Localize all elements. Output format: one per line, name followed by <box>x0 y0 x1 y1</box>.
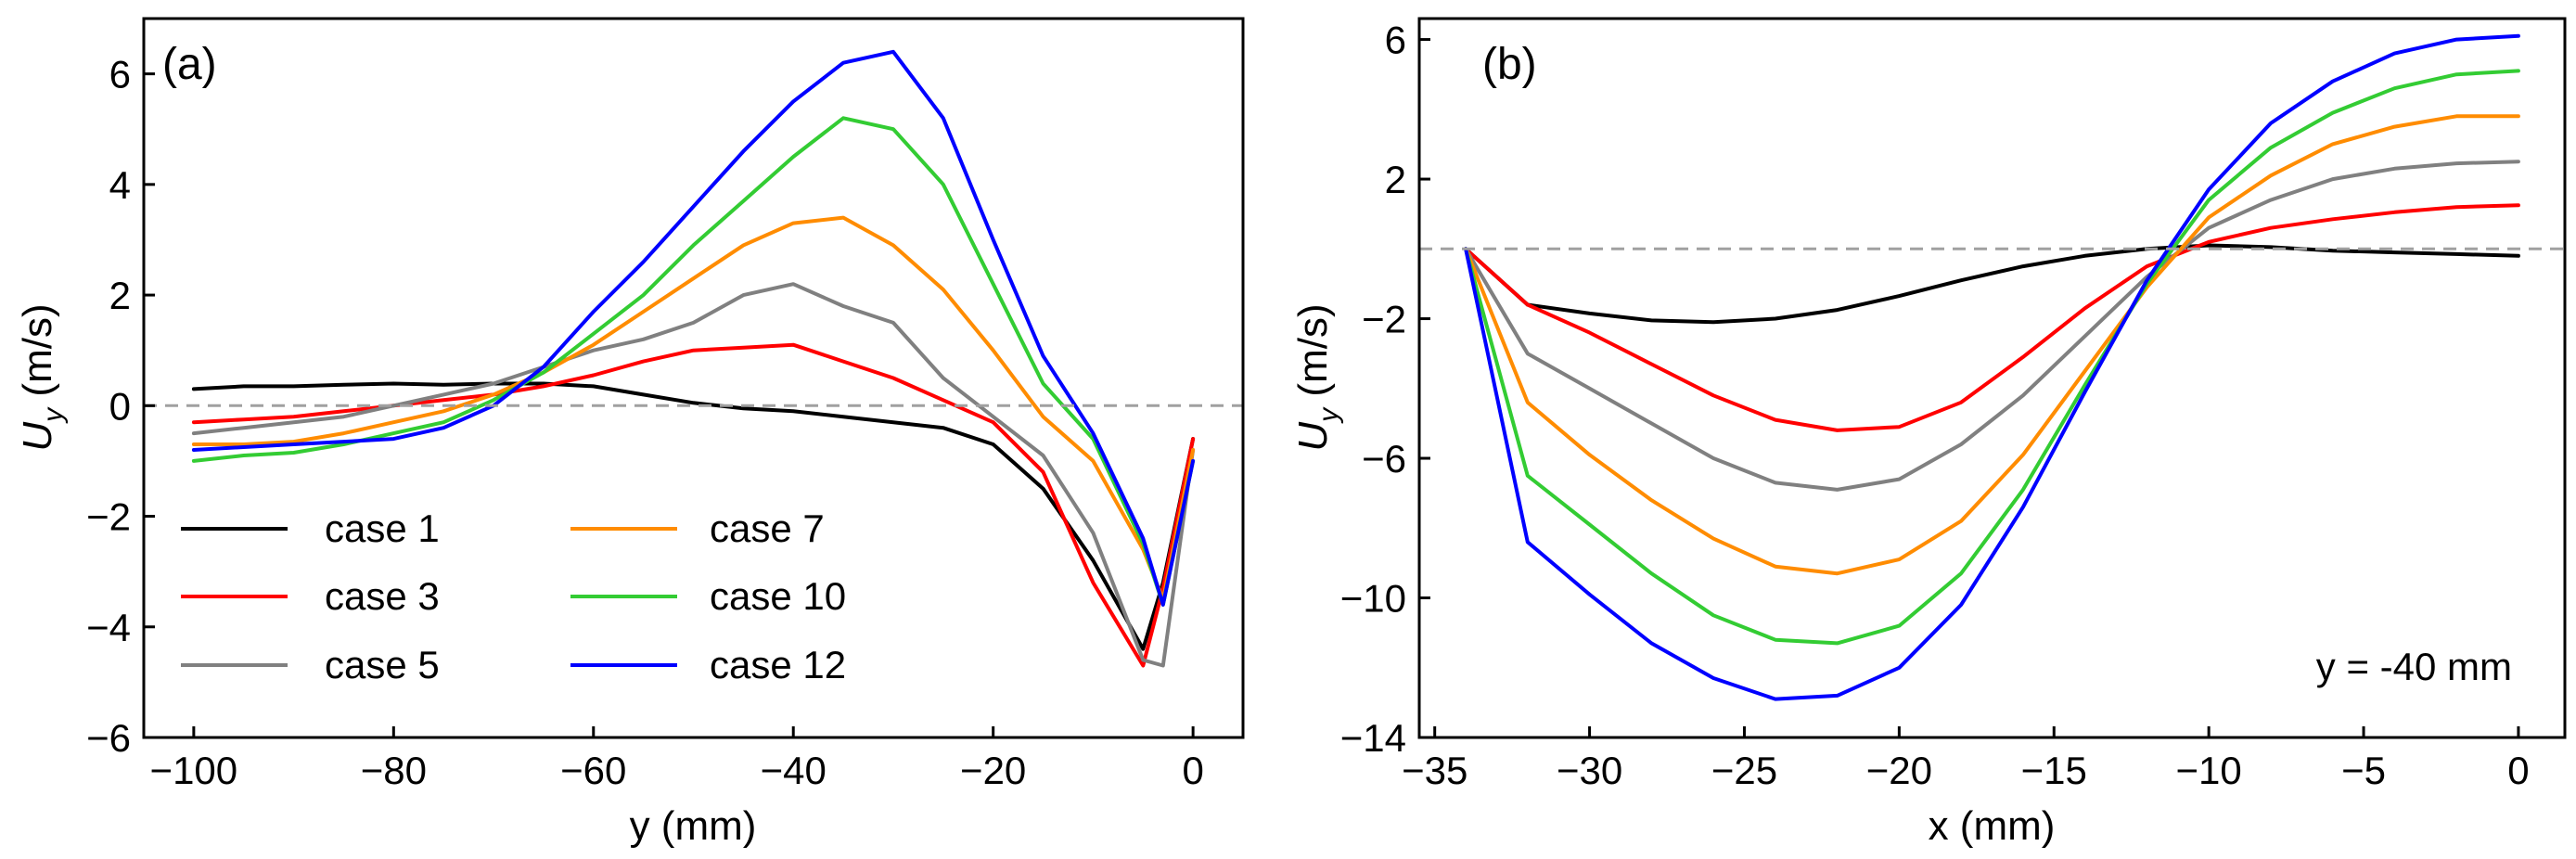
panel-b-y-axis-label-unit: (m/s) <box>1290 303 1336 407</box>
panel-a-x-tick-label: −100 <box>150 749 238 792</box>
panel-b-x-tick-label: −5 <box>2341 749 2386 792</box>
panel-b-series-case-7 <box>1464 114 2520 576</box>
panel-a-y-tick-label: 4 <box>109 163 131 207</box>
panel-a-x-tick-label: −80 <box>361 749 427 792</box>
panel-b-y-axis-label-sub: y <box>1314 406 1344 424</box>
panel-b-ticks: −35 −30 −25 −20 −15 −10 −5 0 −14 −10 −6 −2 2 6 <box>1340 19 2530 792</box>
panel-b-series-case-5 <box>1464 160 2520 492</box>
panel-a-label: (a) <box>162 40 217 89</box>
panel-b-x-tick-label: −15 <box>2021 749 2087 792</box>
panel-a-y-axis-label-main: U <box>15 422 60 452</box>
panel-a-series-group <box>191 49 1196 668</box>
panel-b-series-case-12 <box>1464 33 2520 701</box>
panel-b-y-tick-label: −10 <box>1340 577 1406 621</box>
legend-label-case-3: case 3 <box>325 574 440 618</box>
panel-b-y-tick-label: −2 <box>1362 298 1406 341</box>
panel-b-y-axis-label: Uy (m/s) <box>1290 303 1344 451</box>
panel-b-x-tick-label: −10 <box>2176 749 2242 792</box>
legend-label-case-7: case 7 <box>710 506 825 550</box>
panel-b-label: (b) <box>1482 40 1537 89</box>
panel-b-axes-frame <box>1417 17 2567 739</box>
panel-b-series-case-1 <box>1464 243 2520 325</box>
panel-a-x-tick-label: 0 <box>1182 749 1203 792</box>
panel-b-x-tick-label: −25 <box>1711 749 1777 792</box>
panel-a-y-tick-label: −6 <box>86 716 131 760</box>
panel-a-series-case-5 <box>191 282 1196 668</box>
legend-label-case-5: case 5 <box>325 643 440 686</box>
panel-a-y-axis-label-sub: y <box>38 406 69 424</box>
panel-a-y-tick-label: −2 <box>86 495 131 539</box>
panel-b-series-case-10 <box>1464 69 2520 646</box>
panel-a-axes-frame <box>142 17 1245 739</box>
panel-a-x-tick-label: −60 <box>560 749 626 792</box>
panel-a-x-tick-label: −40 <box>761 749 827 792</box>
panel-b-y-tick-label: −6 <box>1362 437 1406 481</box>
panel-a-series-case-7 <box>191 215 1196 601</box>
panel-a-x-axis-label: y (mm) <box>630 803 757 849</box>
panel-b-x-tick-label: −30 <box>1557 749 1622 792</box>
panel-b-y-tick-label: −14 <box>1340 716 1406 760</box>
panel-a-y-tick-label: −4 <box>86 606 131 649</box>
panel-a-y-tick-label: 2 <box>109 274 131 317</box>
legend-label-case-1: case 1 <box>325 506 440 550</box>
panel-b-x-tick-label: −20 <box>1866 749 1932 792</box>
panel-b-annotation: y = -40 mm <box>2316 645 2512 688</box>
panel-b-x-tick-label: −35 <box>1402 749 1467 792</box>
panel-b-series-case-3 <box>1464 203 2520 432</box>
panel-b: −35 −30 −25 −20 −15 −10 −5 0 −14 −10 −6 −2 2 6 (b) y … <box>1290 17 2567 849</box>
panel-a-series-case-3 <box>191 342 1196 668</box>
legend: case 1 case 3 case 5 case 7 case 10 case… <box>181 506 846 686</box>
panel-b-y-tick-label: 2 <box>1385 158 1406 201</box>
panel-b-x-axis-label: x (mm) <box>1929 803 2056 849</box>
panel-b-y-tick-label: 6 <box>1385 19 1406 62</box>
panel-b-x-tick-label: 0 <box>2507 749 2529 792</box>
panel-a-y-axis-label-unit: (m/s) <box>15 303 60 407</box>
legend-label-case-12: case 12 <box>710 643 846 686</box>
panel-b-series-group <box>1464 33 2520 701</box>
panel-a-y-tick-label: 0 <box>109 384 131 428</box>
panel-a-series-case-12 <box>191 49 1196 607</box>
panel-a-y-axis-label: Uy (m/s) <box>15 303 69 451</box>
panel-a-y-tick-label: 6 <box>109 53 131 96</box>
legend-label-case-10: case 10 <box>710 574 846 618</box>
panel-a-x-tick-label: −20 <box>960 749 1026 792</box>
panel-b-y-axis-label-main: U <box>1290 422 1336 452</box>
